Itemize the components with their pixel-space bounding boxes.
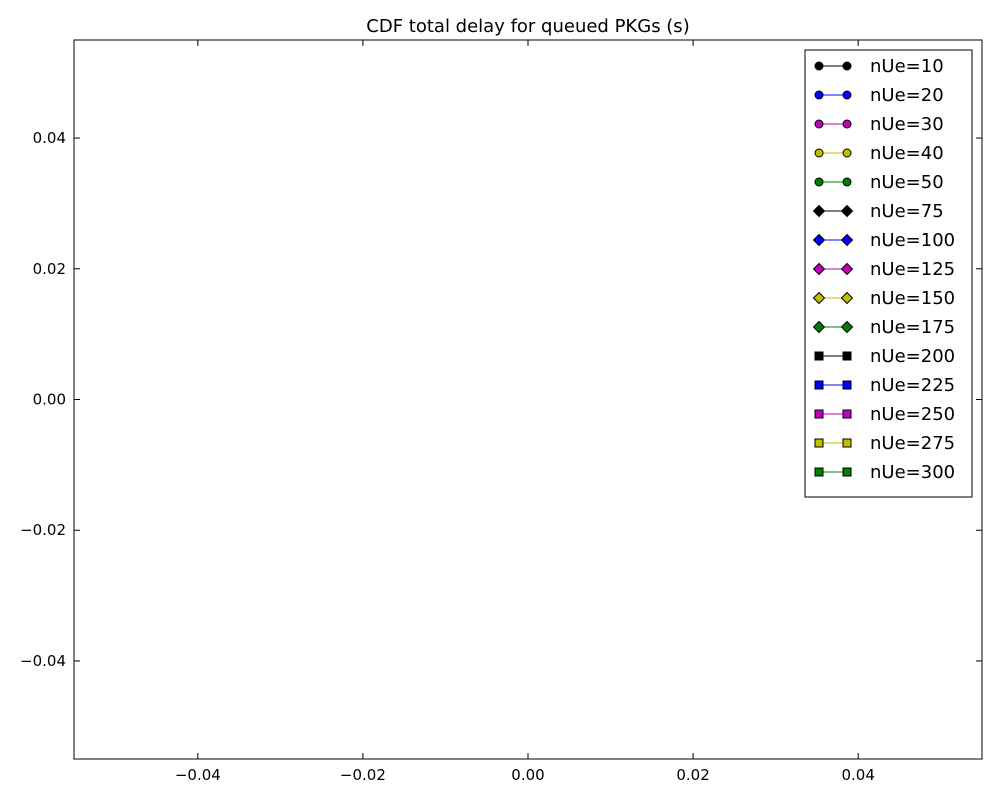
legend-entry: nUe=30 bbox=[814, 114, 944, 135]
x-tick-label: 0.02 bbox=[676, 766, 709, 784]
legend-marker bbox=[814, 380, 824, 390]
legend-marker bbox=[814, 467, 824, 477]
legend-marker bbox=[842, 61, 852, 71]
legend-marker bbox=[814, 409, 824, 419]
legend-entry: nUe=10 bbox=[814, 56, 944, 77]
legend-label: nUe=225 bbox=[870, 375, 955, 396]
legend-label: nUe=75 bbox=[870, 201, 944, 222]
legend-marker bbox=[812, 291, 826, 305]
legend-label: nUe=125 bbox=[870, 259, 955, 280]
legend-label: nUe=50 bbox=[870, 172, 944, 193]
legend-entry: nUe=125 bbox=[812, 259, 955, 280]
legend-marker bbox=[814, 90, 824, 100]
legend-entry: nUe=225 bbox=[814, 375, 955, 396]
legend-marker bbox=[814, 148, 824, 158]
legend-marker bbox=[842, 148, 852, 158]
legend-marker bbox=[842, 90, 852, 100]
legend-marker bbox=[814, 119, 824, 129]
legend-entry: nUe=175 bbox=[812, 317, 955, 338]
legend-marker bbox=[814, 438, 824, 448]
legend-marker bbox=[842, 380, 852, 390]
x-tick-label: −0.02 bbox=[340, 766, 386, 784]
legend-label: nUe=30 bbox=[870, 114, 944, 135]
legend-marker bbox=[840, 262, 854, 276]
legend-marker bbox=[840, 291, 854, 305]
legend-label: nUe=175 bbox=[870, 317, 955, 338]
legend-entry: nUe=300 bbox=[814, 462, 955, 483]
chart-title: CDF total delay for queued PKGs (s) bbox=[366, 16, 689, 37]
legend-entry: nUe=75 bbox=[812, 201, 944, 222]
legend-marker bbox=[842, 177, 852, 187]
y-tick-label: 0.04 bbox=[33, 129, 66, 147]
x-tick-label: 0.04 bbox=[841, 766, 874, 784]
legend-marker bbox=[842, 467, 852, 477]
legend-label: nUe=275 bbox=[870, 433, 955, 454]
x-axis: −0.04 −0.02 0.00 0.02 0.04 bbox=[175, 40, 875, 784]
legend-marker bbox=[842, 351, 852, 361]
x-tick-label: −0.04 bbox=[175, 766, 221, 784]
legend-entry: nUe=20 bbox=[814, 85, 944, 106]
legend-label: nUe=100 bbox=[870, 230, 955, 251]
legend-marker bbox=[812, 320, 826, 334]
legend-entry: nUe=275 bbox=[814, 433, 955, 454]
legend-label: nUe=200 bbox=[870, 346, 955, 367]
legend-marker bbox=[812, 262, 826, 276]
legend-entry: nUe=150 bbox=[812, 288, 955, 309]
legend: nUe=10 nUe=20 nUe=30 nUe=40 nUe=50 nUe=75 nUe=… bbox=[804, 49, 973, 498]
y-axis: −0.04 −0.02 0.00 0.02 0.04 bbox=[20, 129, 982, 670]
legend-marker bbox=[814, 351, 824, 361]
legend-marker bbox=[840, 233, 854, 247]
legend-marker bbox=[814, 61, 824, 71]
legend-marker bbox=[842, 409, 852, 419]
y-tick-label: 0.00 bbox=[33, 391, 66, 409]
y-tick-label: −0.02 bbox=[20, 521, 66, 539]
legend-label: nUe=250 bbox=[870, 404, 955, 425]
legend-label: nUe=40 bbox=[870, 143, 944, 164]
y-tick-label: 0.02 bbox=[33, 260, 66, 278]
x-tick-label: 0.00 bbox=[511, 766, 544, 784]
legend-marker bbox=[842, 119, 852, 129]
legend-label: nUe=300 bbox=[870, 462, 955, 483]
legend-marker bbox=[840, 204, 854, 218]
legend-marker bbox=[812, 233, 826, 247]
legend-marker bbox=[840, 320, 854, 334]
legend-entry: nUe=50 bbox=[814, 172, 944, 193]
legend-label: nUe=150 bbox=[870, 288, 955, 309]
legend-marker bbox=[814, 177, 824, 187]
legend-label: nUe=10 bbox=[870, 56, 944, 77]
legend-marker bbox=[842, 438, 852, 448]
legend-entry: nUe=100 bbox=[812, 230, 955, 251]
legend-entry: nUe=40 bbox=[814, 143, 944, 164]
y-tick-label: −0.04 bbox=[20, 652, 66, 670]
legend-entry: nUe=250 bbox=[814, 404, 955, 425]
legend-label: nUe=20 bbox=[870, 85, 944, 106]
legend-marker bbox=[812, 204, 826, 218]
legend-entry: nUe=200 bbox=[814, 346, 955, 367]
